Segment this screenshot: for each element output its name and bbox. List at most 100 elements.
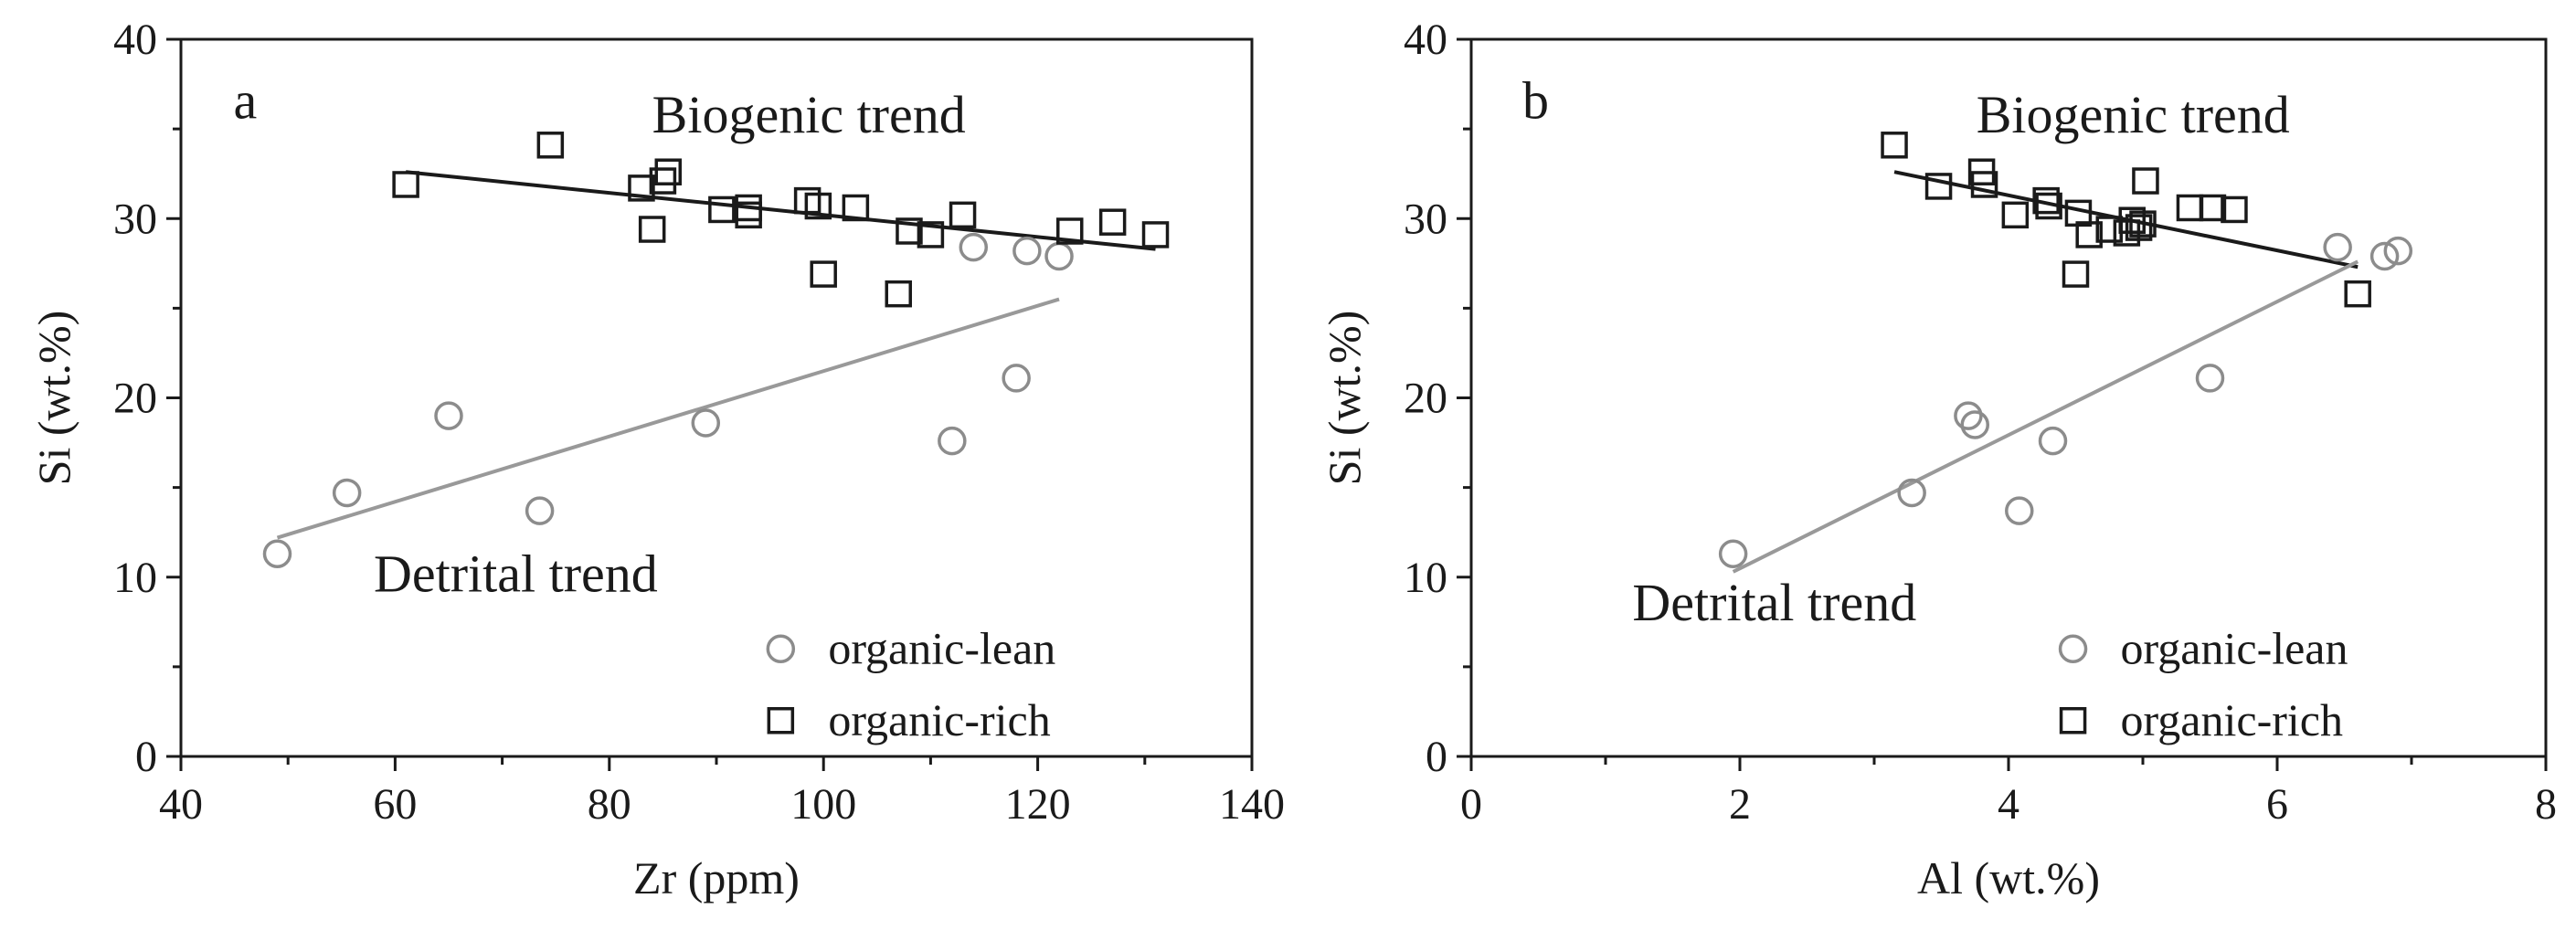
x-tick-label: 100: [790, 780, 856, 829]
data-point-organic-rich: [2035, 192, 2062, 220]
data-point-organic-rich: [536, 132, 565, 159]
legend: organic-lean organic-rich: [766, 622, 1055, 745]
data-point-organic-lean: [1960, 410, 1989, 439]
y-tick-label: 40: [1404, 16, 1447, 64]
data-point-organic-rich: [1141, 221, 1170, 248]
series-organic-rich: [392, 132, 1170, 308]
data-point-organic-lean: [332, 478, 362, 508]
x-tick-label: 6: [2266, 780, 2288, 829]
y-tick-label: 30: [1404, 195, 1447, 243]
plot-frame: [1469, 37, 2548, 758]
detrital-trend-line: [1732, 259, 2359, 574]
data-point-organic-lean: [959, 232, 989, 262]
legend-label-organic-rich: organic-rich: [828, 694, 1050, 745]
plot-frame: [179, 37, 1254, 758]
data-point-organic-rich: [949, 201, 977, 229]
data-point-organic-rich: [1098, 208, 1127, 236]
data-point-organic-rich: [1056, 217, 1084, 245]
data-point-organic-lean: [1012, 236, 1042, 266]
detrital-trend-label: Detrital trend: [1632, 573, 1916, 632]
data-point-organic-rich: [810, 260, 837, 288]
y-tick-label: 20: [1404, 375, 1447, 423]
y-axis-title: Si (wt.%): [1319, 311, 1370, 486]
data-point-organic-rich: [804, 192, 832, 220]
data-point-organic-lean: [434, 401, 463, 430]
panel-a: 40 60 80 100 120 140 0 10 20 30 40 Zr (ppm) Si (wt.%…: [28, 16, 1285, 904]
data-point-organic-lean: [938, 426, 967, 456]
data-point-organic-lean: [2323, 232, 2352, 262]
data-point-organic-lean: [1002, 364, 1031, 393]
data-point-organic-rich: [2221, 196, 2248, 224]
data-point-organic-lean: [2038, 426, 2068, 456]
y-axis-title: Si (wt.%): [28, 311, 80, 486]
data-point-organic-rich: [2125, 214, 2153, 241]
x-axis-title: Al (wt.%): [1917, 852, 2100, 904]
legend-label-organic-lean: organic-lean: [2121, 622, 2348, 673]
legend-marker-organic-lean: [2058, 634, 2088, 663]
data-point-organic-rich: [1924, 173, 1953, 200]
x-tick-label: 2: [1729, 780, 1751, 829]
data-point-organic-rich: [2199, 194, 2227, 222]
data-point-organic-rich: [708, 196, 736, 224]
y-tick-label: 0: [135, 733, 157, 781]
biogenic-trend-label: Biogenic trend: [1977, 85, 2290, 144]
y-tick-label: 0: [1426, 733, 1447, 781]
series-organic-rich: [1881, 132, 2371, 308]
data-point-organic-lean: [2383, 236, 2413, 266]
biogenic-trend-line: [405, 170, 1156, 251]
y-tick-label: 40: [113, 16, 157, 64]
data-point-organic-rich: [2001, 201, 2030, 229]
data-point-organic-rich: [2344, 280, 2371, 308]
data-point-organic-lean: [262, 539, 292, 568]
x-tick-label: 8: [2535, 780, 2557, 829]
panel-letter: a: [233, 70, 257, 130]
data-point-organic-rich: [1970, 171, 1998, 198]
y-tick-label: 10: [113, 554, 157, 602]
panel-b: 0 2 4 6 8 0 10 20 30 40 Al (wt.%) Si (wt.%) b Biogeni…: [1319, 16, 2557, 904]
legend-label-organic-rich: organic-rich: [2121, 694, 2343, 745]
data-point-organic-lean: [2369, 241, 2400, 271]
x-tick-label: 80: [588, 780, 631, 829]
x-tick-label: 140: [1219, 780, 1285, 829]
x-tick-label: 60: [373, 780, 417, 829]
data-point-organic-rich: [896, 217, 923, 245]
data-point-organic-rich: [917, 221, 945, 248]
x-tick-label: 40: [159, 780, 203, 829]
data-point-organic-lean: [691, 408, 721, 438]
detrital-trend-line: [276, 297, 1060, 540]
legend-label-organic-lean: organic-lean: [828, 622, 1055, 673]
data-point-organic-rich: [2062, 260, 2090, 288]
data-point-organic-lean: [1718, 539, 1748, 568]
data-point-organic-lean: [1897, 478, 1926, 508]
x-tick-label: 120: [1005, 780, 1071, 829]
data-point-organic-rich: [1881, 132, 1908, 159]
data-point-organic-lean: [2195, 364, 2225, 393]
data-point-organic-rich: [654, 158, 683, 185]
y-tick-label: 30: [113, 195, 157, 243]
data-point-organic-lean: [2005, 496, 2034, 525]
legend-marker-organic-rich: [2059, 707, 2087, 734]
data-point-organic-lean: [1954, 401, 1983, 430]
data-point-organic-lean: [525, 496, 555, 525]
data-point-organic-lean: [1044, 241, 1074, 271]
data-point-organic-rich: [638, 216, 666, 243]
series-organic-lean: [262, 232, 1074, 568]
biogenic-trend-label: Biogenic trend: [652, 85, 966, 144]
data-point-organic-rich: [628, 174, 655, 202]
data-point-organic-rich: [392, 171, 419, 198]
series-organic-lean: [1718, 232, 2413, 568]
detrital-trend-label: Detrital trend: [374, 544, 658, 603]
y-tick-label: 20: [113, 375, 157, 423]
data-point-organic-rich: [2129, 210, 2157, 238]
data-point-organic-rich: [2075, 221, 2103, 248]
x-axis-title: Zr (ppm): [633, 852, 800, 904]
data-point-organic-rich: [735, 194, 762, 222]
data-point-organic-rich: [885, 280, 912, 308]
data-point-organic-rich: [842, 194, 870, 222]
y-tick-label: 10: [1404, 554, 1447, 602]
legend-marker-organic-rich: [767, 707, 795, 734]
panel-letter: b: [1522, 70, 1549, 130]
x-tick-label: 4: [1998, 780, 2019, 829]
legend: organic-lean organic-rich: [2058, 622, 2348, 745]
